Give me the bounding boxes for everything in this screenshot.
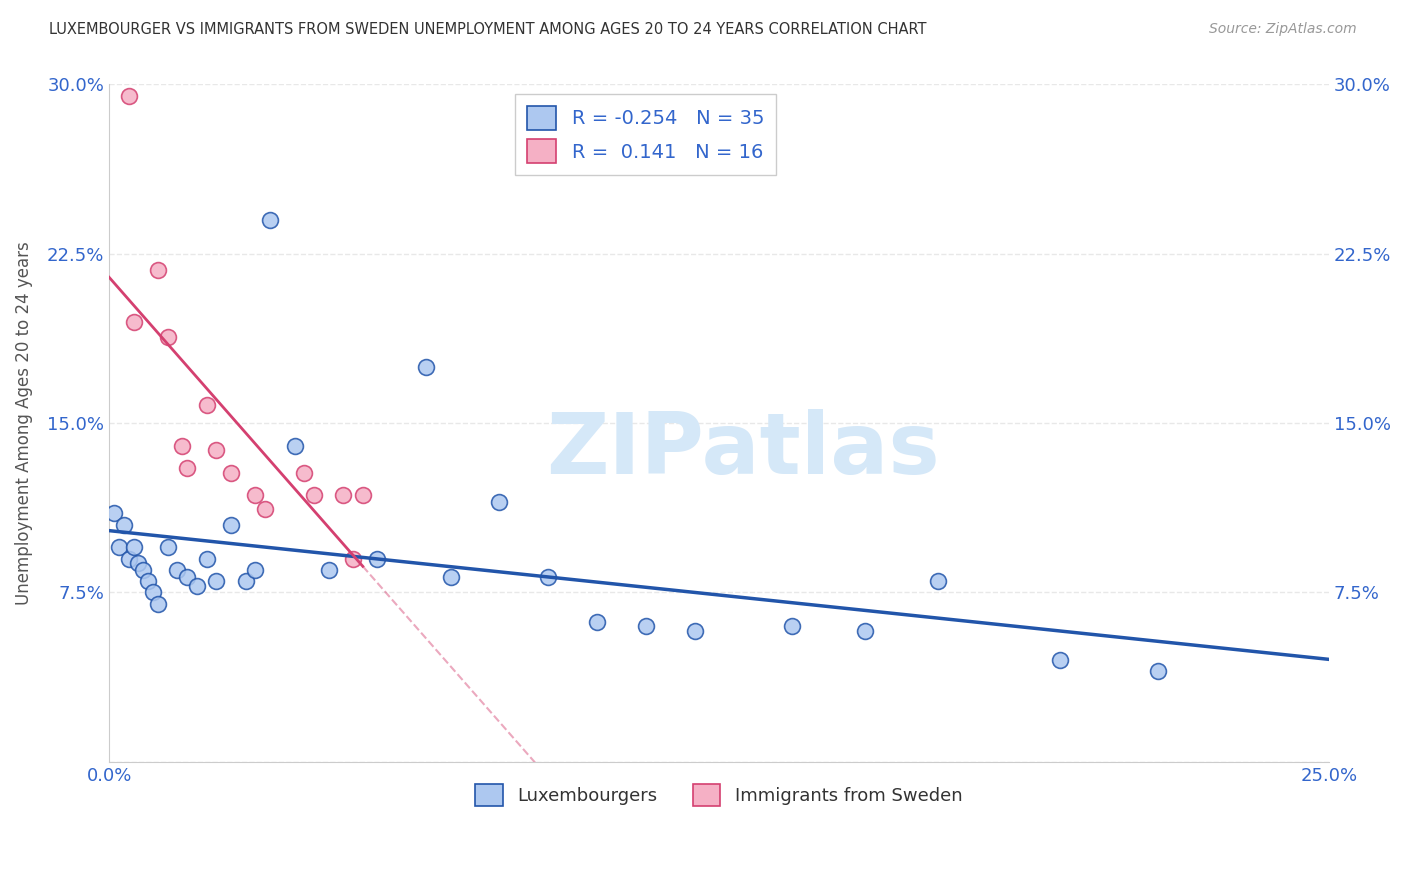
Point [142, 585, 165, 599]
Point [195, 398, 218, 412]
Text: ZIPatlas: ZIPatlas [547, 409, 941, 491]
Point [117, 551, 139, 566]
Point [440, 569, 463, 583]
Point [415, 359, 437, 374]
Point [235, 574, 257, 589]
Point [146, 262, 169, 277]
Point [332, 488, 354, 502]
Point [195, 551, 218, 566]
Point [156, 330, 179, 344]
Point [254, 502, 277, 516]
Point [318, 563, 340, 577]
Text: Source: ZipAtlas.com: Source: ZipAtlas.com [1209, 22, 1357, 37]
Point [127, 556, 149, 570]
Point [176, 569, 198, 583]
Legend: Luxembourgers, Immigrants from Sweden: Luxembourgers, Immigrants from Sweden [468, 777, 970, 814]
Point [219, 466, 242, 480]
Point [927, 574, 949, 589]
Point [245, 563, 267, 577]
Point [853, 624, 876, 638]
Point [683, 624, 706, 638]
Point [108, 541, 131, 555]
Point [172, 439, 194, 453]
Point [366, 551, 388, 566]
Point [259, 213, 281, 227]
Point [292, 466, 315, 480]
Y-axis label: Unemployment Among Ages 20 to 24 years: Unemployment Among Ages 20 to 24 years [15, 241, 32, 605]
Point [122, 314, 145, 328]
Point [117, 88, 139, 103]
Point [112, 517, 135, 532]
Point [166, 563, 188, 577]
Point [156, 541, 179, 555]
Point [205, 443, 228, 458]
Point [342, 551, 364, 566]
Point [205, 574, 228, 589]
Point [1147, 665, 1170, 679]
Point [219, 517, 242, 532]
Point [1049, 653, 1071, 667]
Point [186, 579, 208, 593]
Point [176, 461, 198, 475]
Point [352, 488, 374, 502]
Point [136, 574, 159, 589]
Point [634, 619, 657, 633]
Text: LUXEMBOURGER VS IMMIGRANTS FROM SWEDEN UNEMPLOYMENT AMONG AGES 20 TO 24 YEARS CO: LUXEMBOURGER VS IMMIGRANTS FROM SWEDEN U… [49, 22, 927, 37]
Point [122, 541, 145, 555]
Point [780, 619, 803, 633]
Point [537, 569, 560, 583]
Point [103, 507, 125, 521]
Point [146, 597, 169, 611]
Point [302, 488, 325, 502]
Point [488, 495, 510, 509]
Point [283, 439, 305, 453]
Point [245, 488, 267, 502]
Point [132, 563, 155, 577]
Point [586, 615, 609, 629]
